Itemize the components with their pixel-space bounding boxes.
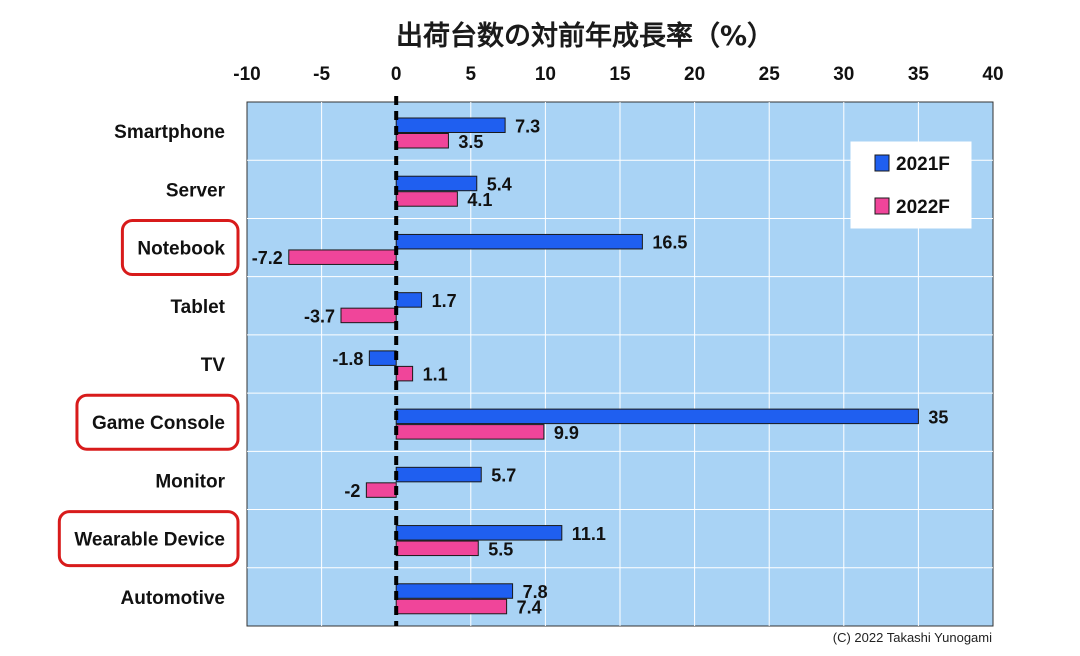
category-label: Server: [166, 180, 226, 201]
x-tick-label: 10: [535, 64, 556, 85]
bar-2022F: [395, 598, 508, 615]
data-label: 3.5: [458, 132, 483, 152]
data-label: 35: [928, 407, 948, 427]
bar-2022F: [365, 482, 397, 498]
chart-title: 出荷台数の対前年成長率（%）: [395, 21, 775, 52]
data-label: 9.9: [554, 423, 579, 443]
category-label: TV: [201, 355, 226, 376]
data-label: 7.8: [523, 582, 548, 602]
x-tick-label: 35: [908, 64, 930, 85]
bar-2021F: [395, 292, 423, 308]
category-label: Monitor: [155, 471, 225, 492]
legend-swatch: [874, 197, 890, 215]
x-tick-label: 5: [466, 64, 477, 85]
bar-2021F: [368, 350, 397, 366]
data-label: 16.5: [652, 233, 687, 253]
legend-swatch: [874, 154, 890, 172]
data-label: 5.7: [491, 466, 516, 486]
x-tick-label: 20: [684, 64, 705, 85]
bar-2022F: [395, 424, 545, 440]
data-label: 11.1: [572, 524, 606, 544]
data-label: 5.4: [487, 174, 512, 194]
x-tick-label: 30: [833, 64, 854, 85]
data-label: 7.3: [515, 116, 540, 136]
bar-2021F: [395, 233, 643, 250]
bar-2021F: [395, 466, 482, 483]
highlight-box: [120, 219, 240, 277]
bar-2022F: [395, 540, 479, 557]
bar-2022F: [395, 191, 458, 207]
data-label: -1.8: [332, 349, 363, 369]
bar-2022F: [395, 365, 414, 382]
legend-box: [850, 141, 972, 229]
category-label: Game Console: [92, 413, 225, 434]
x-tick-label: 25: [759, 64, 781, 85]
bar-2022F: [340, 307, 397, 324]
category-label: Tablet: [170, 297, 225, 318]
bar-2021F: [395, 408, 919, 425]
data-label: 1.1: [423, 365, 448, 385]
x-tick-label: -10: [233, 64, 260, 85]
category-label: Notebook: [137, 239, 225, 260]
data-label: -7.2: [252, 248, 283, 268]
highlight-box: [57, 510, 240, 568]
category-label: Smartphone: [114, 122, 225, 143]
x-tick-label: 0: [391, 64, 402, 85]
data-label: -2: [344, 481, 360, 501]
data-label: 7.4: [517, 598, 542, 618]
x-tick-label: 40: [982, 64, 1003, 85]
data-label: 1.7: [432, 291, 457, 311]
legend-label: 2022F: [896, 197, 950, 218]
category-label: Wearable Device: [74, 530, 225, 551]
data-label: 4.1: [467, 190, 492, 210]
bar-2022F: [288, 249, 397, 265]
highlight-box: [75, 393, 240, 451]
bar-2021F: [395, 583, 514, 599]
bar-2022F: [395, 133, 449, 149]
legend-label: 2021F: [896, 154, 950, 175]
copyright-credit: (C) 2022 Takashi Yunogami: [832, 630, 992, 645]
x-tick-label: -5: [313, 64, 330, 85]
bar-2021F: [395, 117, 506, 133]
data-label: 5.5: [488, 539, 513, 559]
legend: 2021F 2022F: [850, 141, 972, 229]
category-label: Automotive: [121, 588, 226, 609]
bar-2021F: [395, 175, 478, 192]
data-label: -3.7: [304, 306, 335, 326]
bar-2021F: [395, 525, 563, 541]
x-tick-label: 15: [609, 64, 631, 85]
